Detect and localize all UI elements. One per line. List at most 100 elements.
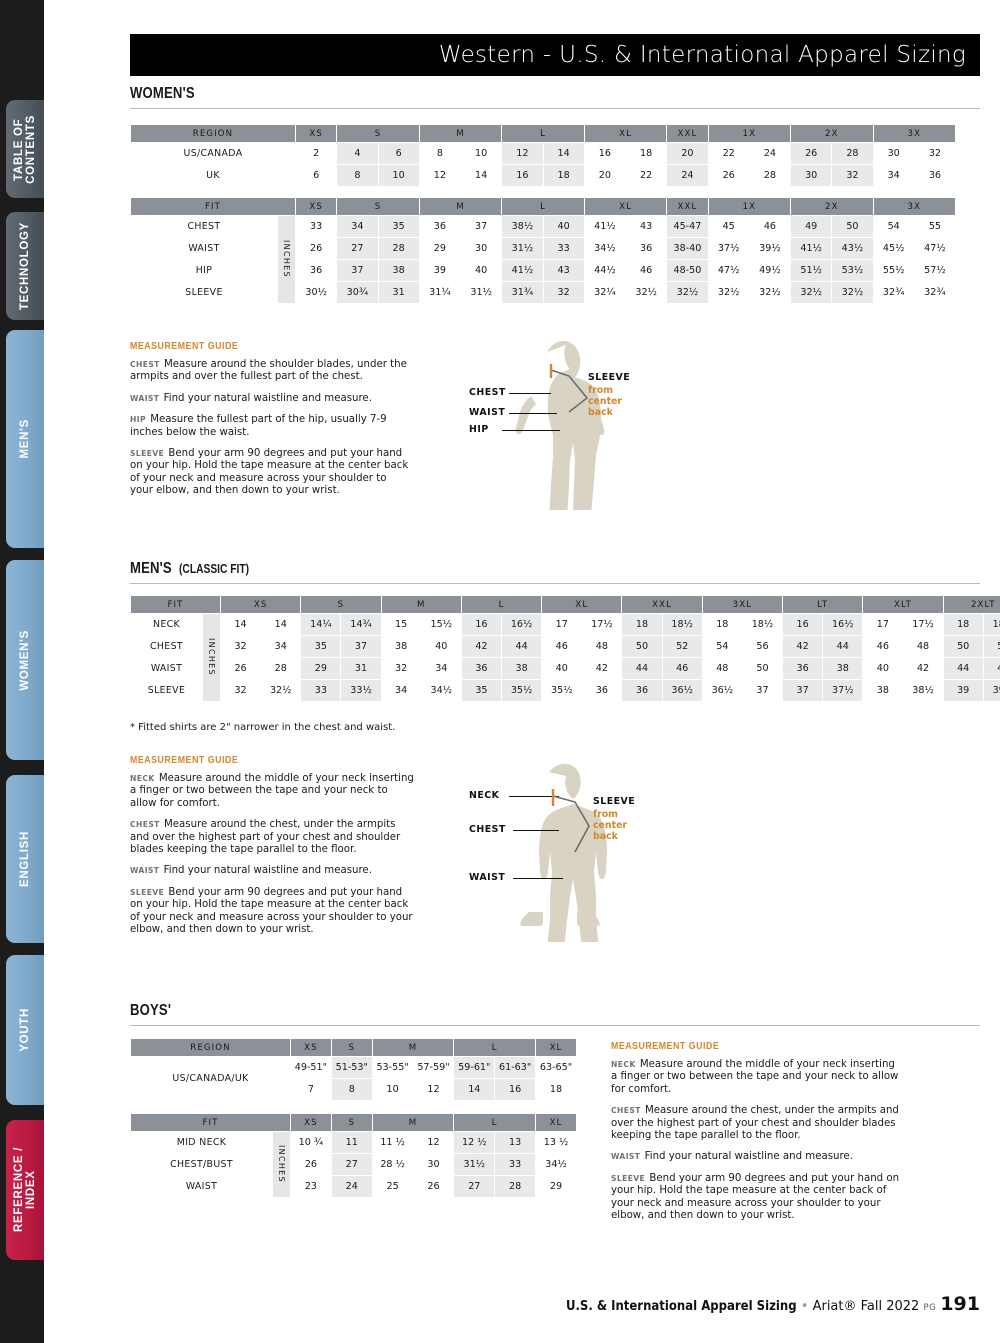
womens-region-table-size-header-xxl: XXL bbox=[666, 124, 709, 143]
boys-region-table-cell: 63-65" bbox=[535, 1056, 577, 1079]
boys-fit-table-cell: 11 bbox=[330, 1131, 373, 1154]
womens-fit-table-cell: 37½ bbox=[707, 237, 750, 260]
mens-fit-table-cell: 50 bbox=[621, 635, 663, 658]
sidebar-tab-english[interactable]: ENGLISH bbox=[6, 775, 44, 943]
mens-leader-chest bbox=[513, 830, 559, 831]
mens-fit-table-cell: 46 bbox=[541, 635, 583, 658]
womens-region-table-cell: 30 bbox=[872, 142, 915, 165]
boys-fit-table-row: MID NECK INCHES 10 ¾ 11 11 ½ 12 12 ½ 13 13 ½ bbox=[130, 1131, 577, 1198]
mens-fit-table-cell: 18 bbox=[621, 613, 663, 636]
mens-fit-table-cell: 32 bbox=[219, 635, 262, 658]
boys-guide-text: Bend your arm 90 degrees and put your ha… bbox=[611, 1172, 900, 1222]
mens-fit-table-cell: 34 bbox=[420, 657, 462, 680]
section-heading-boys-label: BOYS' bbox=[130, 1002, 172, 1019]
mens-fit-table-cell: 48 bbox=[581, 635, 623, 658]
mens-figure-sleeve-sub: from center back bbox=[593, 809, 628, 842]
womens-fit-table-cell: 30 bbox=[459, 237, 503, 260]
womens-region-table-size-header-l: L bbox=[501, 124, 585, 143]
womens-fit-table-cell: 32½ bbox=[666, 281, 709, 304]
boys-region-table-row: US/CANADA/UK 49-51" 51-53" 53-55" 57-59" 59-6… bbox=[130, 1056, 577, 1101]
womens-fit-table-cell: 32½ bbox=[831, 281, 874, 304]
mens-guide-item-sleeve: SLEEVE Bend your arm 90 degrees and put … bbox=[130, 887, 415, 937]
mens-fit-table-row-label: SLEEVE bbox=[130, 679, 203, 702]
womens-region-table-cell: 18 bbox=[542, 164, 585, 187]
womens-guide-key: WAIST bbox=[130, 393, 160, 403]
womens-fit-table-cell: 38½ bbox=[501, 215, 544, 238]
womens-fit-table-size-header-s: S bbox=[336, 197, 420, 216]
womens-fit-table-cell: 44½ bbox=[583, 259, 627, 282]
sidebar-tab-rail: TABLE OF CONTENTS TECHNOLOGY MEN'S WOMEN'S E… bbox=[0, 0, 44, 1343]
mens-fit-table-cell: 38 bbox=[501, 657, 543, 680]
boys-fit-table-cell: 29 bbox=[535, 1175, 577, 1198]
boys-fit-table-row-label: MID NECK bbox=[130, 1131, 273, 1154]
mens-fit-table-size-header-m: M bbox=[380, 595, 462, 614]
womens-fit-table-cell: 43 bbox=[542, 259, 585, 282]
footer-page-number: 191 bbox=[940, 1293, 980, 1315]
page-title-bar: Western - U.S. & International Apparel S… bbox=[130, 34, 980, 76]
mens-leader-neck bbox=[509, 796, 559, 797]
boys-guide-item-neck: NECK Measure around the middle of your n… bbox=[611, 1059, 901, 1096]
boys-region-table-size-header-l: L bbox=[453, 1038, 537, 1057]
womens-region-table-cell: 36 bbox=[913, 164, 957, 187]
boys-fit-table-cell: 31½ bbox=[453, 1153, 496, 1176]
page-title: Western - U.S. & International Apparel S… bbox=[438, 42, 966, 68]
boys-region-table-cell: 18 bbox=[535, 1078, 577, 1101]
sidebar-tab-label: TECHNOLOGY bbox=[19, 221, 31, 311]
womens-guide-text: Bend your arm 90 degrees and put your ha… bbox=[130, 448, 409, 497]
womens-region-table-cell: 12 bbox=[501, 142, 544, 165]
womens-fit-table-cell: 39½ bbox=[748, 237, 792, 260]
womens-guide-text: Measure the fullest part of the hip, usu… bbox=[130, 414, 387, 438]
womens-region-table-cell: 6 bbox=[294, 164, 338, 187]
mens-fit-table-cell: 39 bbox=[942, 679, 984, 702]
mens-guide-key: NECK bbox=[130, 774, 155, 783]
boys-region-table-header-row: REGION XS S M L XL bbox=[130, 1038, 577, 1057]
sidebar-tab-reference-index[interactable]: REFERENCE / INDEX bbox=[6, 1120, 44, 1260]
womens-fit-table-cell: 31½ bbox=[501, 237, 544, 260]
womens-measurement-guide: MEASUREMENT GUIDE CHEST Measure around t… bbox=[130, 336, 410, 507]
sidebar-tab-technology[interactable]: TECHNOLOGY bbox=[6, 212, 44, 320]
boys-region-table-cell: 49-51" bbox=[290, 1056, 332, 1079]
womens-fit-table-cell: 33 bbox=[542, 237, 585, 260]
boys-region-table-cell: 61-63" bbox=[494, 1056, 537, 1079]
womens-fit-table-cell: 43½ bbox=[831, 237, 874, 260]
womens-fit-table-cell: 38 bbox=[377, 259, 420, 282]
sidebar-tab-table-of-contents[interactable]: TABLE OF CONTENTS bbox=[6, 100, 44, 198]
sidebar-tab-youth[interactable]: YOUTH bbox=[6, 955, 44, 1105]
womens-figure-label-sleeve: SLEEVE bbox=[588, 372, 631, 383]
boys-fit-table-cell: 30 bbox=[412, 1153, 455, 1176]
sidebar-tab-women-s[interactable]: WOMEN'S bbox=[6, 560, 44, 760]
mens-fit-table-cell: 28 bbox=[260, 657, 302, 680]
womens-fit-table-cell: 37 bbox=[459, 215, 503, 238]
mens-fit-table-cell: 14¾ bbox=[340, 613, 382, 636]
womens-fit-table-row-label: HIP bbox=[130, 259, 278, 282]
sidebar-tab-men-s[interactable]: MEN'S bbox=[6, 330, 44, 548]
womens-fit-table-size-header-xs: XS bbox=[294, 197, 338, 216]
womens-fit-table-cell: 37 bbox=[336, 259, 379, 282]
mens-fit-table-cell: 46 bbox=[862, 635, 904, 658]
sidebar-tab-label: REFERENCE / INDEX bbox=[13, 1147, 37, 1233]
boys-region-table-label-header: REGION bbox=[130, 1038, 291, 1057]
mens-fit-table-cell: 31 bbox=[340, 657, 382, 680]
section-heading-boys: BOYS' bbox=[130, 1002, 980, 1026]
womens-guide-item-waist: WAIST Find your natural waistline and me… bbox=[130, 393, 410, 405]
womens-guide-key: HIP bbox=[130, 415, 146, 425]
womens-region-table-size-header-2x: 2X bbox=[790, 124, 874, 143]
mens-fit-table-cell: 16 bbox=[460, 613, 503, 636]
mens-guide-key: WAIST bbox=[130, 866, 160, 876]
boys-guide-key: SLEEVE bbox=[611, 1173, 646, 1183]
mens-fit-table-cell: 18 bbox=[701, 613, 743, 636]
mens-fit-table-cell: 48 bbox=[701, 657, 743, 680]
womens-region-table-cell: 32 bbox=[913, 142, 957, 165]
womens-guide-item-hip: HIP Measure the fullest part of the hip,… bbox=[130, 414, 410, 439]
womens-fit-table-cell: 57½ bbox=[913, 259, 957, 282]
mens-fit-table-cell: 40 bbox=[541, 657, 583, 680]
womens-fit-table-cell: 49½ bbox=[748, 259, 792, 282]
mens-fit-table-cell: 33½ bbox=[340, 679, 382, 702]
womens-region-table-cell: 26 bbox=[707, 164, 750, 187]
boys-fit-table-cell: 10 ¾ bbox=[290, 1131, 332, 1154]
mens-fit-table-cell: 15 bbox=[380, 613, 422, 636]
footer-page-prefix: PG bbox=[923, 1303, 937, 1313]
mens-fit-table-cell: 16½ bbox=[501, 613, 543, 636]
womens-guide-title: MEASUREMENT GUIDE bbox=[130, 341, 239, 352]
womens-fit-table-cell: 27 bbox=[336, 237, 379, 260]
